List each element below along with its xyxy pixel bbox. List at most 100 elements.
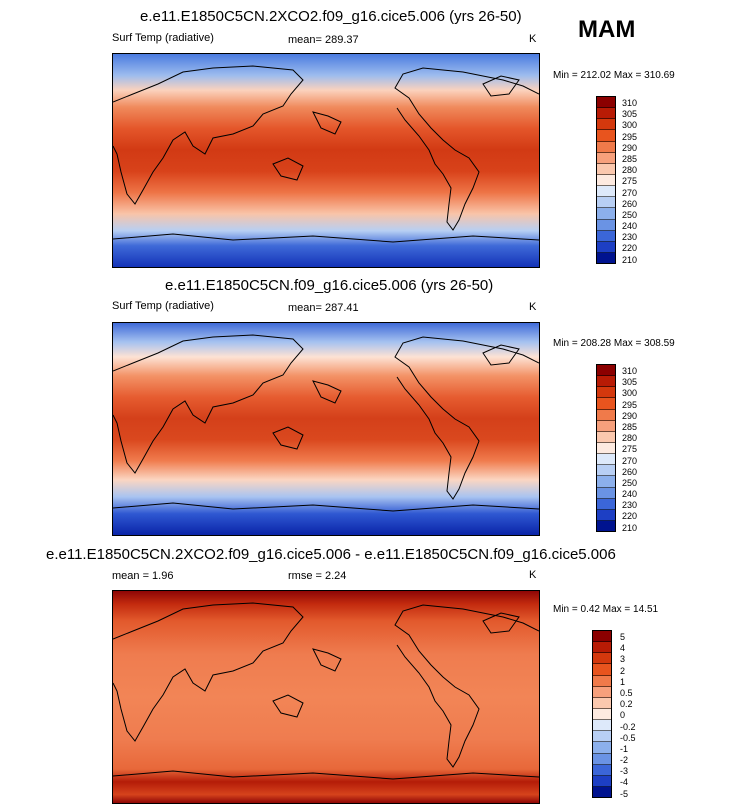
colorbar-swatch (597, 498, 615, 510)
panel-3-rmse-label: rmse = 2.24 (288, 570, 347, 582)
colorbar-tick-label: 5 (620, 632, 626, 642)
colorbar-tick-label: 285 (622, 421, 638, 432)
panel-2-colorbar (596, 364, 616, 532)
colorbar-tick-label: 285 (622, 153, 638, 164)
colorbar-swatch (597, 152, 615, 164)
colorbar-tick-label: 310 (622, 98, 638, 108)
colorbar-tick-label: 1 (620, 676, 626, 687)
colorbar-swatch (593, 642, 611, 654)
panel-2-field (113, 323, 539, 535)
colorbar-tick-label: -0.5 (620, 732, 636, 743)
colorbar-tick-label: 240 (622, 489, 638, 500)
colorbar-swatch (597, 208, 615, 220)
colorbar-tick-label: 2 (620, 665, 626, 676)
colorbar-tick-label: 280 (622, 433, 638, 444)
colorbar-tick-label: -5 (620, 788, 629, 799)
colorbar-swatch (593, 631, 611, 643)
colorbar-swatch (597, 520, 615, 532)
colorbar-swatch (597, 219, 615, 231)
colorbar-tick-label: 290 (622, 410, 638, 421)
colorbar-swatch (597, 241, 615, 253)
colorbar-swatch (597, 431, 615, 443)
colorbar-tick-label: 300 (622, 120, 638, 131)
colorbar-tick-label: 220 (622, 511, 638, 522)
colorbar-swatch (597, 97, 615, 109)
colorbar-swatch (597, 398, 615, 410)
panel-2-map (112, 322, 540, 536)
colorbar-swatch (597, 186, 615, 198)
panel-3-colorbar-ticks: 5 4 3 2 1 0.5 0.2 0 -0.2 -0.5 -1 -2 -3 -4 -5 (620, 632, 636, 800)
colorbar-swatch (593, 697, 611, 709)
colorbar-tick-label: 275 (622, 444, 638, 455)
colorbar-swatch (597, 163, 615, 175)
colorbar-tick-label: 310 (622, 366, 638, 376)
colorbar-tick-label: 4 (620, 643, 626, 654)
colorbar-swatch (597, 119, 615, 131)
colorbar-swatch (597, 509, 615, 521)
panel-2-units-label: K (529, 301, 537, 313)
colorbar-swatch (597, 365, 615, 377)
colorbar-swatch (597, 252, 615, 264)
colorbar-swatch (597, 476, 615, 488)
colorbar-tick-label: 295 (622, 131, 638, 142)
colorbar-swatch (593, 664, 611, 676)
panel-1-title: e.e11.E1850C5CN.2XCO2.f09_g16.cice5.006 … (140, 8, 522, 25)
colorbar-swatch (597, 487, 615, 499)
colorbar-swatch (593, 775, 611, 787)
colorbar-swatch (597, 420, 615, 432)
panel-3-title: e.e11.E1850C5CN.2XCO2.f09_g16.cice5.006 … (46, 546, 616, 563)
colorbar-swatch (597, 442, 615, 455)
panel-3-units-label: K (529, 569, 537, 581)
panel-1-colorbar (596, 96, 616, 264)
colorbar-tick-label: 0 (620, 710, 626, 721)
colorbar-swatch (597, 376, 615, 388)
panel-1-minmax: Min = 212.02 Max = 310.69 (553, 70, 675, 81)
colorbar-tick-label: -0.2 (620, 721, 636, 732)
panel-1-colorbar-ticks: 310 305 300 295 290 285 280 275 270 260 250 240 230 2… (622, 98, 637, 266)
colorbar-tick-label: -1 (620, 743, 629, 754)
colorbar-tick-label: 260 (622, 198, 638, 209)
panel-2-colorbar-ticks: 310 305 300 295 290 285 280 275 270 260 250 240 230 2… (622, 366, 637, 534)
colorbar-tick-label: 280 (622, 165, 638, 176)
colorbar-tick-label: 0.5 (620, 687, 633, 698)
panel-3-colorbar (592, 630, 612, 798)
colorbar-tick-label: 250 (622, 209, 638, 220)
colorbar-swatch (593, 720, 611, 732)
colorbar-tick-label: -2 (620, 755, 629, 766)
colorbar-swatch (593, 708, 611, 721)
colorbar-tick-label: 210 (622, 522, 638, 533)
colorbar-tick-label: 290 (622, 142, 638, 153)
colorbar-tick-label: 295 (622, 399, 638, 410)
colorbar-swatch (597, 409, 615, 421)
colorbar-swatch (597, 130, 615, 142)
colorbar-tick-label: 300 (622, 388, 638, 399)
colorbar-swatch (597, 141, 615, 153)
panel-1-units-label: K (529, 33, 537, 45)
colorbar-swatch (597, 197, 615, 209)
panel-2-variable-label: Surf Temp (radiative) (112, 300, 214, 312)
colorbar-swatch (597, 387, 615, 399)
colorbar-swatch (597, 230, 615, 242)
colorbar-tick-label: 260 (622, 466, 638, 477)
panel-3-minmax: Min = 0.42 Max = 14.51 (553, 604, 659, 615)
colorbar-swatch (597, 108, 615, 120)
colorbar-tick-label: 240 (622, 221, 638, 232)
panel-1-variable-label: Surf Temp (radiative) (112, 32, 214, 44)
colorbar-swatch (593, 731, 611, 743)
panel-3-map (112, 590, 540, 804)
colorbar-tick-label: -4 (620, 777, 629, 788)
colorbar-swatch (593, 653, 611, 665)
season-label: MAM (578, 16, 636, 43)
panel-1-field (113, 54, 539, 267)
colorbar-swatch (593, 686, 611, 698)
panel-1-mean-label: mean= 289.37 (288, 34, 359, 46)
colorbar-swatch (597, 174, 615, 187)
colorbar-tick-label: 305 (622, 109, 638, 120)
colorbar-swatch (593, 675, 611, 687)
colorbar-tick-label: 230 (622, 500, 638, 511)
colorbar-swatch (597, 465, 615, 477)
colorbar-swatch (593, 742, 611, 754)
panel-2-title: e.e11.E1850C5CN.f09_g16.cice5.006 (yrs 2… (165, 277, 494, 294)
panel-3-mean-label: mean = 1.96 (112, 570, 174, 582)
panel-2-minmax: Min = 208.28 Max = 308.59 (553, 338, 675, 349)
